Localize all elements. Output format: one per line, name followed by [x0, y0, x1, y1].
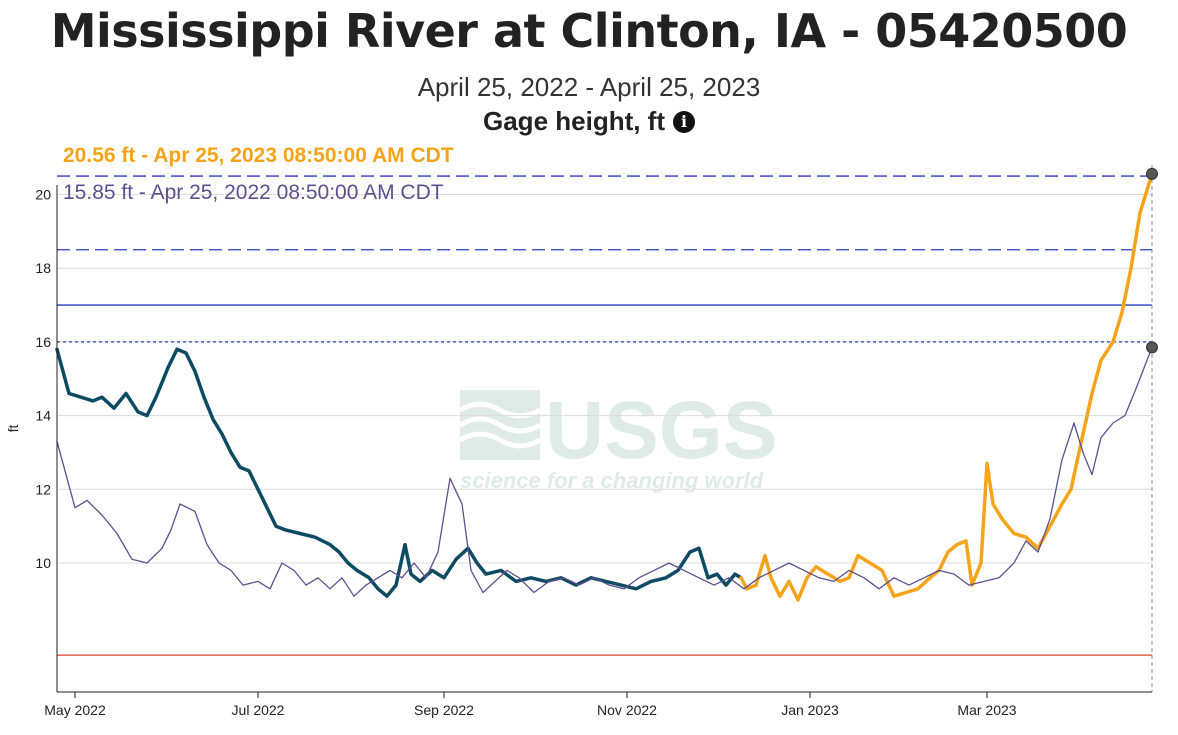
usgs-logo-icon: [458, 390, 542, 460]
x-tick-label: Sep 2022: [414, 702, 474, 718]
series-lines: [55, 172, 1154, 602]
page-title: Mississippi River at Clinton, IA - 05420…: [50, 4, 1128, 58]
y-tick-label: 20: [35, 186, 51, 202]
series-line: [56, 346, 1153, 597]
date-range: April 25, 2022 - April 25, 2023: [417, 72, 761, 102]
current-value-marker: [1146, 167, 1158, 180]
y-axis-label: ft: [5, 425, 21, 433]
previous-value-marker: [1146, 341, 1158, 354]
y-tick-label: 12: [35, 481, 51, 497]
end-markers: [1146, 165, 1158, 692]
usgs-watermark: USGS science for a changing world: [458, 385, 777, 493]
current-readout: 20.56 ft - Apr 25, 2023 08:50:00 AM CDT: [63, 144, 454, 167]
info-icon[interactable]: i: [673, 111, 695, 133]
x-tick-label: Mar 2023: [957, 702, 1016, 718]
x-tick-label: May 2022: [44, 702, 106, 718]
parameter-label: Gage height, ft i: [0, 106, 1178, 137]
y-tick-label: 14: [35, 408, 51, 424]
x-tick-label: Nov 2022: [597, 702, 657, 718]
series-line: [739, 172, 1154, 602]
parameter-text: Gage height, ft: [483, 106, 665, 136]
previous-readout: 15.85 ft - Apr 25, 2022 08:50:00 AM CDT: [63, 181, 444, 204]
x-tick-label: Jan 2023: [781, 702, 839, 718]
usgs-logo-text: USGS: [545, 385, 777, 476]
series-line: [55, 347, 743, 598]
reference-lines: [57, 175, 1152, 656]
axes: 10 12 14 16 18 20 May 2022 Jul 2022 Sep 2022 Nov …: [5, 185, 1152, 718]
y-tick-label: 18: [35, 260, 51, 276]
x-tick-label: Jul 2022: [232, 702, 285, 718]
y-tick-label: 10: [35, 555, 51, 571]
y-tick-label: 16: [35, 334, 51, 350]
